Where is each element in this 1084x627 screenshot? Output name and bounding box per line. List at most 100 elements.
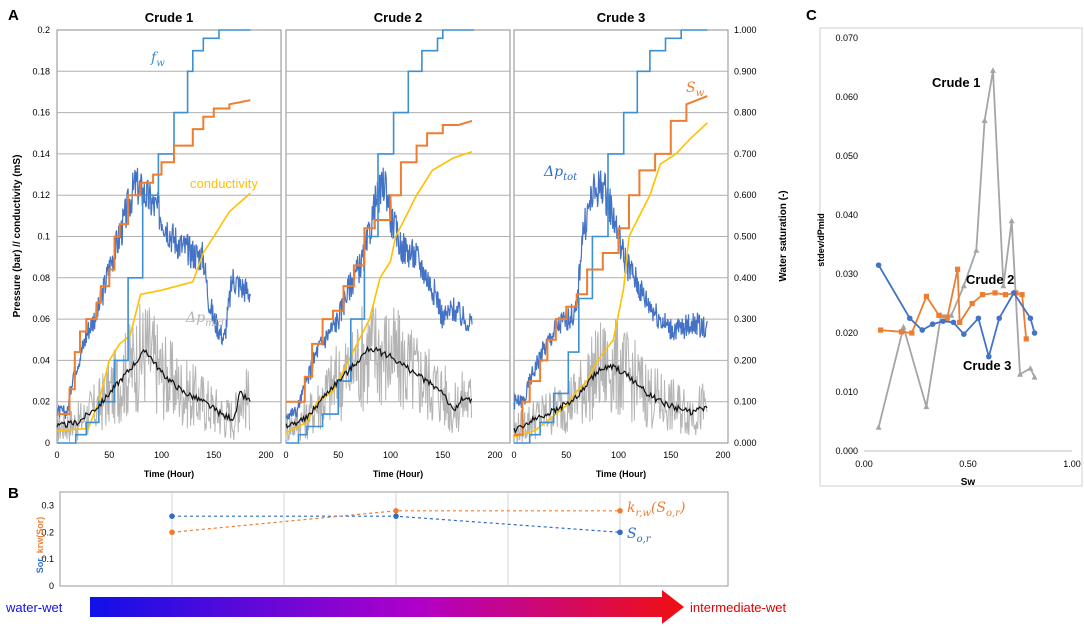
dp-mid-avg-line xyxy=(513,363,708,435)
subplot-crude-3: Crude 3 0 50 100 150 200 Time (Hour) xyxy=(511,10,730,479)
x-tick-label: 50 xyxy=(104,450,114,460)
left-tick-label: 0.08 xyxy=(32,273,50,283)
panel-c-x-label: Sw xyxy=(961,477,976,488)
panel-b-letter: B xyxy=(8,485,19,502)
right-tick-label: 0.800 xyxy=(734,108,757,118)
left-axis-label: Pressure (bar) // conductivity (mS) xyxy=(12,155,23,318)
panel-c-marker xyxy=(940,318,946,325)
subplot-crude-1: Crude 1 0 50 100 150 200 Time (Hour) xyxy=(54,10,282,479)
panel-c-marker xyxy=(919,327,926,333)
panel-b-marker xyxy=(617,508,623,514)
panel-c-marker xyxy=(992,290,998,296)
panel-b-grid xyxy=(171,492,621,586)
crude2-label: Crude 2 xyxy=(966,272,1014,287)
wettability-arrow xyxy=(90,590,684,624)
dp-mid-raw-line xyxy=(513,319,708,443)
right-tick-label: 0.300 xyxy=(734,314,757,324)
left-axis-ticks: 0 0.02 0.04 0.06 0.08 0.1 0.12 0.14 0.16 0.18 0.2 xyxy=(32,25,50,448)
left-tick-label: 0.14 xyxy=(32,149,50,159)
x-tick-label: 150 xyxy=(435,450,450,460)
panel-c-y-tick: 0.070 xyxy=(835,33,858,43)
x-tick-label: 50 xyxy=(561,450,571,460)
x-tick-label: 50 xyxy=(333,450,343,460)
fw-line xyxy=(286,29,475,444)
right-tick-label: 0.200 xyxy=(734,355,757,365)
sw-label: Sw xyxy=(686,80,705,99)
panel-c-marker xyxy=(979,292,986,298)
dp-tot-line xyxy=(285,167,473,421)
x-axis-label: Time (Hour) xyxy=(373,469,423,479)
dp-tot-line xyxy=(513,170,708,410)
fw-line xyxy=(57,29,251,444)
x-axis-label: Time (Hour) xyxy=(144,469,194,479)
time-series-subplots: Crude 1 0 50 100 150 200 Time (Hour) Crude 2 0 50… xyxy=(54,10,730,479)
panel-c-marker xyxy=(898,329,905,335)
x-tick-label: 150 xyxy=(206,450,221,460)
subplot-title: Crude 1 xyxy=(145,10,193,25)
right-tick-label: 0.500 xyxy=(734,232,757,242)
left-tick-label: 0.16 xyxy=(32,108,50,118)
dp-mid-avg-line xyxy=(56,348,251,428)
panel-c-marker xyxy=(878,327,884,333)
panel-c-marker xyxy=(923,293,929,300)
x-tick-label: 0 xyxy=(511,450,516,460)
conductivity-line xyxy=(285,151,473,434)
sw-line xyxy=(286,119,473,403)
right-axis-label: Water saturation (-) xyxy=(778,190,789,281)
panel-c-marker xyxy=(961,331,967,337)
panel-a-letter: A xyxy=(8,7,19,24)
panel-c-marker xyxy=(929,321,936,327)
panel-c-marker xyxy=(1010,290,1017,296)
dp-mid-raw-line xyxy=(285,304,473,442)
panel-c-ticks: 0.000 0.010 0.020 0.030 0.040 0.050 0.060 0.070… xyxy=(835,33,1080,469)
right-tick-label: 0.100 xyxy=(734,397,757,407)
panel-b-tick-label: 0.1 xyxy=(41,554,54,564)
dp-mid-label: Δpmid xyxy=(185,310,224,329)
panel-b-tick-label: 0 xyxy=(49,581,54,591)
x-tick-label: 0 xyxy=(283,450,288,460)
crude3-label: Crude 3 xyxy=(963,358,1011,373)
panel-b-frame xyxy=(59,491,729,587)
left-tick-label: 0.18 xyxy=(32,66,50,76)
fw-line xyxy=(514,29,708,444)
panel-c-marker xyxy=(989,67,996,73)
sw-line xyxy=(57,99,251,416)
panel-c-marker xyxy=(1023,336,1029,342)
x-tick-label: 100 xyxy=(611,450,626,460)
panel-c-marker xyxy=(1019,292,1025,298)
panel-c-marker xyxy=(936,312,942,318)
panel-c-marker xyxy=(1000,282,1007,289)
panel-c-marker xyxy=(944,315,950,321)
x-tick-label: 200 xyxy=(487,450,502,460)
panel-c-marker xyxy=(1031,374,1038,380)
panel-b-series-line xyxy=(171,510,620,533)
right-tick-label: 0.700 xyxy=(734,149,757,159)
panel-c-y-tick: 0.030 xyxy=(835,269,858,279)
panel-b-y-label: Sor,krw(Sor) xyxy=(35,517,45,574)
panel-c-marker xyxy=(875,424,882,430)
panel-b-marker xyxy=(169,529,175,536)
right-tick-label: 0.000 xyxy=(734,438,757,448)
panel-c-y-tick: 0.000 xyxy=(835,446,858,456)
fw-label: fw xyxy=(150,50,165,69)
panel-c-y-label: stdev/dPmid xyxy=(816,213,826,267)
panel-c-marker xyxy=(950,319,957,326)
sw-line xyxy=(514,95,708,436)
crude1-label: Crude 1 xyxy=(932,75,980,90)
panel-c-marker xyxy=(1031,330,1038,336)
water-wet-label: water-wet xyxy=(5,600,63,615)
left-tick-label: 0.06 xyxy=(32,314,50,324)
panel-c-marker xyxy=(975,315,982,322)
x-axis-label: Time (Hour) xyxy=(596,469,646,479)
panel-c-line xyxy=(877,70,1036,428)
dp-tot-line xyxy=(56,167,251,419)
x-tick-label: 0 xyxy=(54,450,59,460)
right-tick-label: 1.000 xyxy=(734,25,757,35)
x-tick-label: 100 xyxy=(383,450,398,460)
panel-c-marker xyxy=(948,312,955,318)
left-tick-label: 0.12 xyxy=(32,190,50,200)
panel-c-x-tick: 0.00 xyxy=(855,459,873,469)
left-tick-label: 0.04 xyxy=(32,355,50,365)
dp-mid-avg-line xyxy=(285,345,473,429)
